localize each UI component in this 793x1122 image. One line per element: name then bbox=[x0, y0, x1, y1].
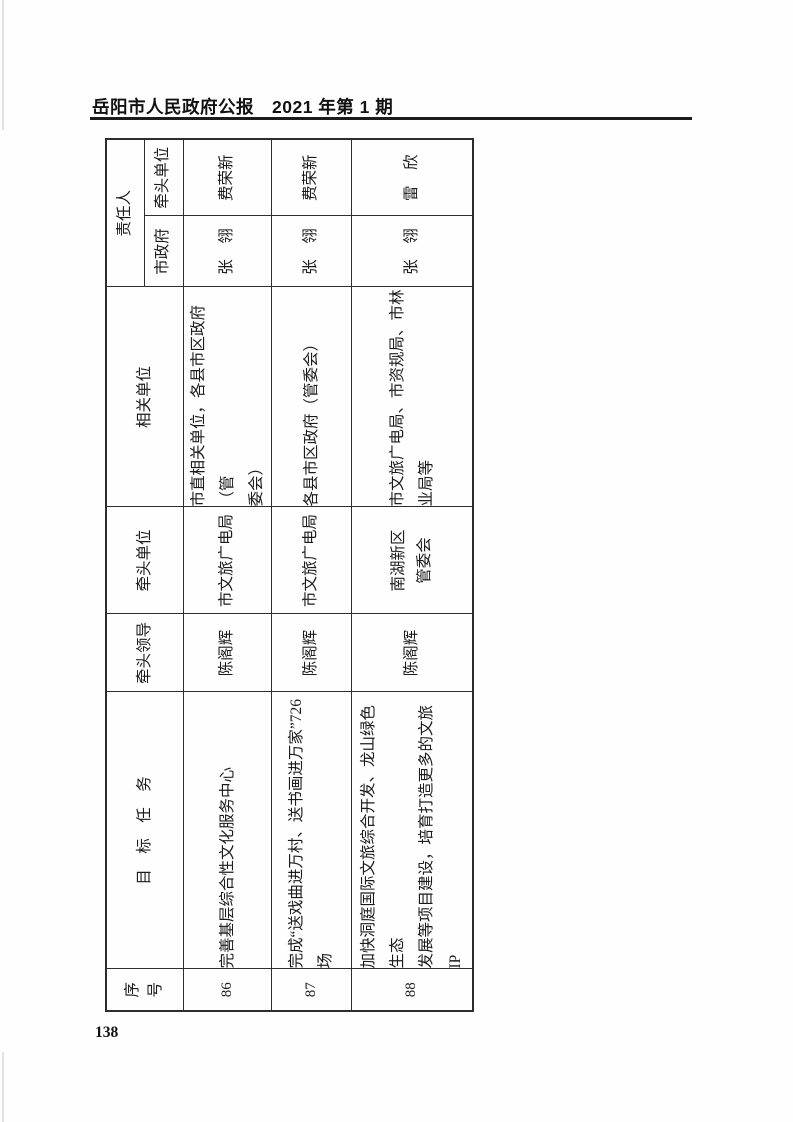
cell-lead-unit: 市文旅广电局 bbox=[271, 507, 351, 614]
header-lead-unit: 牵头单位 bbox=[106, 507, 183, 614]
cell-resp-lead-unit: 费荣新 bbox=[183, 138, 271, 216]
cell-index: 88 bbox=[351, 969, 473, 1011]
header-index: 序 号 bbox=[106, 969, 183, 1011]
header-related-units: 相关单位 bbox=[106, 287, 183, 507]
cell-task: 完善基层综合性文化服务中心 bbox=[183, 692, 271, 969]
cell-resp-city-gov: 张 翎 bbox=[271, 216, 351, 287]
cell-lead-unit: 市文旅广电局 bbox=[183, 507, 271, 614]
header-city-gov: 市政府 bbox=[144, 216, 183, 287]
cell-related-units: 市文旅广电局、市资规局、市林 业局等 bbox=[351, 287, 473, 507]
cell-resp-city-gov: 张 翎 bbox=[183, 216, 271, 287]
header-row-1: 序 号 目 标 任 务 牵头领导 牵头单位 相关单位 责任人 bbox=[106, 138, 183, 1011]
cell-lead-leader: 陈阁辉 bbox=[183, 614, 271, 692]
scan-edge-artifact bbox=[2, 0, 4, 130]
bulletin-header: 岳阳市人民政府公报 2021 年第 1 期 bbox=[92, 97, 394, 117]
rotated-table-container: 序 号 目 标 任 务 牵头领导 牵头单位 相关单位 责任人 市政府 牵头单位 … bbox=[105, 137, 474, 1012]
header-responsible-person: 责任人 bbox=[106, 138, 144, 287]
page-number: 138 bbox=[95, 1024, 119, 1041]
scan-edge-artifact bbox=[2, 1052, 4, 1122]
task-assignment-table: 序 号 目 标 任 务 牵头领导 牵头单位 相关单位 责任人 市政府 牵头单位 … bbox=[105, 137, 474, 1012]
cell-task: 完成“送戏曲进万村、送书画进万家”726 场 bbox=[271, 692, 351, 969]
cell-task: 加快洞庭国际文旅综合开发、龙山绿色生态 发展等项目建设，培育打造更多的文旅 IP bbox=[351, 692, 473, 969]
table-row-87: 87 完成“送戏曲进万村、送书画进万家”726 场 陈阁辉 市文旅广电局 各县市… bbox=[271, 138, 351, 1011]
cell-resp-lead-unit: 费荣新 bbox=[271, 138, 351, 216]
cell-index: 87 bbox=[271, 969, 351, 1011]
cell-lead-unit: 南湖新区 管委会 bbox=[351, 507, 473, 614]
table-row-88: 88 加快洞庭国际文旅综合开发、龙山绿色生态 发展等项目建设，培育打造更多的文旅… bbox=[351, 138, 473, 1011]
cell-related-units: 各县市区政府（管委会） bbox=[271, 287, 351, 507]
cell-lead-leader: 陈阁辉 bbox=[271, 614, 351, 692]
table-row-86: 86 完善基层综合性文化服务中心 陈阁辉 市文旅广电局 市直相关单位，各县市区政… bbox=[183, 138, 271, 1011]
cell-resp-lead-unit: 雷 欣 bbox=[351, 138, 473, 216]
cell-resp-city-gov: 张 翎 bbox=[351, 216, 473, 287]
cell-index: 86 bbox=[183, 969, 271, 1011]
header-lead-leader: 牵头领导 bbox=[106, 614, 183, 692]
header-divider bbox=[90, 117, 692, 120]
cell-lead-leader: 陈阁辉 bbox=[351, 614, 473, 692]
cell-related-units: 市直相关单位，各县市区政府（管 委会） bbox=[183, 287, 271, 507]
header-task: 目 标 任 务 bbox=[106, 692, 183, 969]
header-resp-lead-unit: 牵头单位 bbox=[144, 138, 183, 216]
